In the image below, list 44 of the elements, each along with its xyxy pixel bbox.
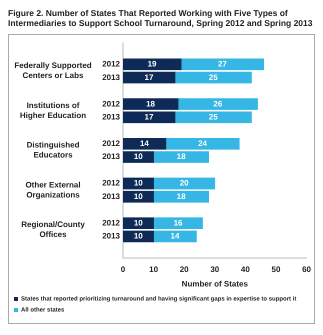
y-tick-label: 2013 bbox=[102, 232, 121, 241]
y-tick-label: 2012 bbox=[102, 60, 121, 69]
data-label: 10 bbox=[134, 152, 144, 162]
data-label: 18 bbox=[146, 99, 156, 108]
data-label: 14 bbox=[140, 138, 150, 148]
x-tick-label: 0 bbox=[120, 264, 126, 274]
x-tick-label: 50 bbox=[272, 264, 281, 274]
data-label: 14 bbox=[170, 232, 180, 241]
y-tick-label: 2012 bbox=[102, 99, 121, 108]
text: Distinguished Educators bbox=[26, 140, 80, 160]
y-tick-label: 2012 bbox=[102, 178, 121, 188]
x-tick-label: 60 bbox=[302, 264, 312, 274]
data-label: 26 bbox=[213, 99, 223, 108]
data-label: 17 bbox=[144, 72, 154, 82]
y-tick-label: 2013 bbox=[102, 192, 121, 201]
data-label: 25 bbox=[208, 112, 218, 122]
data-label: 10 bbox=[134, 218, 144, 228]
text: Institutions of Higher Education bbox=[20, 100, 86, 120]
y-tick-label: 2012 bbox=[102, 138, 121, 148]
y-tick-label: 2013 bbox=[102, 112, 121, 122]
data-label: 10 bbox=[134, 192, 144, 201]
y-tick-label: 2012 bbox=[102, 218, 121, 228]
data-label: 27 bbox=[218, 60, 228, 69]
data-label: 18 bbox=[176, 152, 186, 162]
data-label: 10 bbox=[134, 232, 144, 241]
text: Regional/County Offices bbox=[21, 220, 86, 240]
data-label: 17 bbox=[144, 112, 154, 122]
x-tick-label: 20 bbox=[180, 264, 190, 274]
text: Other External Organizations bbox=[25, 180, 81, 200]
x-tick-label: 30 bbox=[210, 264, 220, 274]
data-label: 16 bbox=[174, 218, 184, 228]
y-tick-label: 2013 bbox=[102, 152, 121, 162]
text: Federally Supported Centers or Labs bbox=[14, 61, 92, 80]
chart-title: Figure 2. Number of States That Reported Working with Five Types of Intermediaries to Support School Turnaround, Spring 2012 and Spring 2013 bbox=[8, 8, 314, 28]
data-label: 24 bbox=[198, 138, 208, 148]
data-label: 20 bbox=[180, 178, 190, 188]
data-label: 19 bbox=[148, 60, 158, 69]
x-axis-title: Number of States bbox=[182, 279, 248, 288]
y-tick-label: 2013 bbox=[102, 72, 121, 82]
data-label: 25 bbox=[208, 72, 218, 82]
x-tick-label: 40 bbox=[240, 264, 250, 274]
data-label: 18 bbox=[176, 192, 186, 201]
x-tick-label: 10 bbox=[149, 264, 159, 274]
data-label: 10 bbox=[134, 178, 144, 188]
